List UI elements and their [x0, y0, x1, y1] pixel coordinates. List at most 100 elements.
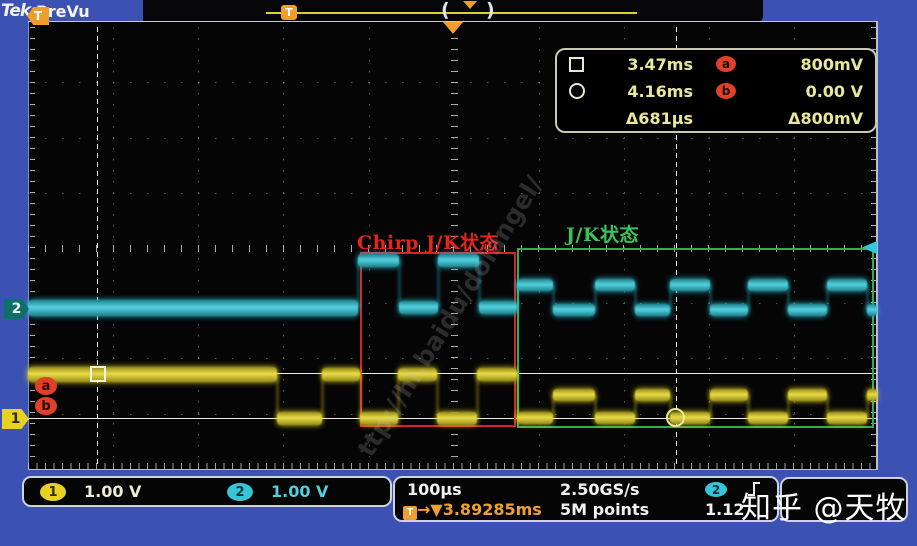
ch2-trace-segment — [670, 279, 710, 291]
trigger-t-icon: T — [403, 505, 417, 520]
trigger-source-badge[interactable]: 2 — [705, 482, 727, 497]
ch2-trace-segment — [748, 279, 788, 291]
trigger-slope-icon — [747, 480, 761, 501]
ch2-trace-segment — [399, 300, 438, 314]
cursor-a-vertical-line[interactable] — [97, 27, 98, 467]
circle-cursor-icon — [569, 83, 585, 99]
ch1-trace-edge — [359, 374, 362, 418]
ch1-trace-segment — [277, 411, 322, 425]
ch2-trace-segment — [635, 304, 670, 316]
trigger-position-readout[interactable]: T →▼3.89285ms — [403, 500, 542, 520]
ch1-trace-edge — [476, 374, 479, 418]
cursor-a-voltage: 800mV — [800, 54, 863, 74]
ch1-trace-edge — [787, 395, 790, 418]
ch2-trace-segment — [438, 253, 479, 267]
ch1-trace-segment — [398, 367, 437, 381]
ch1-trace-edge — [397, 374, 400, 418]
sample-rate-readout[interactable]: 2.50GS/s — [560, 480, 640, 499]
ch1-trace-segment — [827, 412, 867, 424]
ch2-trace-edge — [634, 285, 637, 310]
ch1-trace-segment — [788, 389, 827, 401]
ch1-trace-edge — [321, 374, 324, 418]
ch2-trace-edge — [787, 285, 790, 310]
ch1-trace-segment — [635, 389, 670, 401]
ch1-trace-segment — [360, 411, 398, 425]
ch1-badge[interactable]: 1 — [40, 483, 66, 501]
ch2-trace-segment — [28, 300, 358, 316]
zhihu-watermark: 知乎 @天牧 — [741, 491, 907, 526]
trigger-arrow-icons: →▼ — [417, 500, 443, 519]
ch1-trace-edge — [866, 395, 869, 418]
trigger-position-value: 3.89285ms — [442, 500, 542, 519]
cursor-a-badge[interactable]: a — [35, 377, 57, 395]
ch1-scale-readout[interactable]: 1.00 V — [84, 482, 142, 501]
cursor-b-marker[interactable] — [666, 408, 685, 427]
tek-logo: Tek — [1, 1, 31, 21]
ch2-trace-edge — [669, 285, 672, 310]
ch1-trace-edge — [747, 395, 750, 418]
cursor-b-badge[interactable]: b — [35, 397, 57, 415]
ch2-badge[interactable]: 2 — [227, 483, 253, 501]
ch1-trace-edge — [276, 374, 279, 418]
ch2-trace-segment — [479, 300, 517, 314]
ch1-trace-segment — [28, 366, 277, 382]
record-waveform-line — [266, 12, 637, 14]
square-cursor-icon — [569, 56, 584, 72]
channel-scale-box[interactable]: 1 1.00 V 2 1.00 V — [22, 476, 392, 507]
ch1-trace-edge — [594, 395, 597, 418]
ch2-trace-edge — [866, 285, 869, 310]
trigger-level-readout[interactable]: 1.12 — [705, 500, 745, 519]
cursor-a-horizontal-line[interactable] — [28, 373, 877, 374]
ch1-trace-segment — [517, 412, 553, 424]
timebase-readout[interactable]: 100µs — [407, 480, 462, 499]
acquisition-mode-label: PreVu — [36, 2, 90, 21]
ch1-trace-edge — [669, 395, 672, 418]
ch2-trace-segment — [553, 304, 595, 316]
cursor-delta-voltage: Δ800mV — [788, 108, 863, 128]
cursor-delta-row: Δ681µs Δ800mV — [557, 104, 875, 131]
cursor-b-row: 4.16ms b 0.00 V — [557, 77, 875, 104]
ch1-trace-segment — [477, 367, 517, 381]
ch1-trace-edge — [436, 374, 439, 418]
cursor-b-vertical-line[interactable] — [676, 27, 677, 467]
zoom-window-bracket-left[interactable]: ( — [441, 0, 450, 21]
zoom-window-bracket-right[interactable]: ) — [486, 0, 495, 21]
ch1-trace-segment — [867, 389, 877, 401]
ch2-trace-edge — [594, 285, 597, 310]
ch2-trace-segment — [595, 279, 635, 291]
record-length-readout[interactable]: 5M points — [560, 500, 650, 519]
ch2-trace-segment — [788, 304, 827, 316]
ch2-trace-edge — [826, 285, 829, 310]
watermark-box — [780, 477, 908, 522]
graticule-center-horizontal — [28, 245, 876, 252]
ch2-trace-segment — [710, 304, 748, 316]
cursor-b-voltage: 0.00 V — [805, 81, 863, 101]
ch2-trace-segment — [827, 279, 867, 291]
ch2-trace-segment — [867, 304, 877, 316]
ch1-trace-segment — [710, 389, 748, 401]
acquisition-box[interactable]: 100µs 2.50GS/s 2 T →▼3.89285ms 5M points … — [393, 476, 779, 522]
jk-region-box — [517, 248, 874, 428]
ch1-trace-segment — [437, 411, 477, 425]
ch1-trace-edge — [634, 395, 637, 418]
ch1-trace-segment — [553, 389, 595, 401]
expansion-point-icon — [443, 22, 463, 34]
cursor-b-time: 4.16ms — [627, 81, 693, 101]
ch1-trace-segment — [595, 412, 635, 424]
ch1-trace-edge — [552, 395, 555, 418]
ch2-trace-segment — [517, 279, 553, 291]
ch2-scale-readout[interactable]: 1.00 V — [271, 482, 329, 501]
cursor-b-label-badge: b — [716, 83, 736, 99]
trigger-flag-badge: T — [27, 7, 49, 25]
record-trigger-marker[interactable]: T — [281, 5, 297, 20]
ch1-trace-segment — [748, 412, 788, 424]
ch1-ground-marker[interactable]: 1 — [2, 409, 29, 429]
ch2-ground-marker[interactable]: 2 — [4, 299, 29, 319]
ch2-trace-edge — [398, 260, 401, 307]
cursor-a-time: 3.47ms — [627, 54, 693, 74]
ch2-trace-edge — [516, 285, 519, 307]
cursor-a-marker[interactable] — [90, 366, 106, 382]
ch1-trace-edge — [709, 395, 712, 418]
chirp-region-box — [360, 252, 516, 427]
